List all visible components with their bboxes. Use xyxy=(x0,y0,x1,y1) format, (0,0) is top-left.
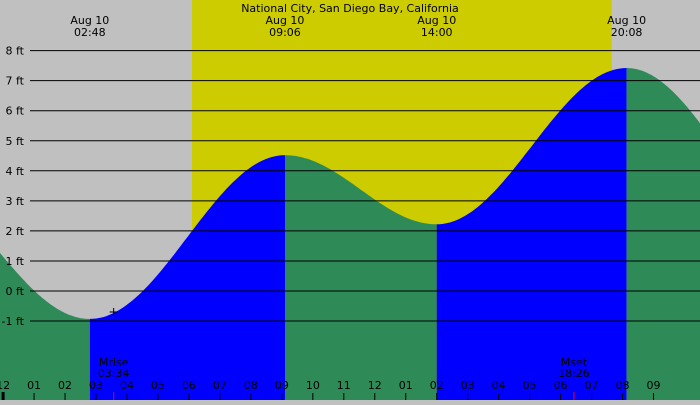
y-tick-label: 7 ft xyxy=(6,75,25,88)
y-tick-label: 1 ft xyxy=(6,255,25,268)
moon-event-label: Mset xyxy=(561,356,588,369)
hour-tick-label: 09 xyxy=(275,379,289,392)
falling-tide-area xyxy=(285,155,437,400)
hour-tick-label: 08 xyxy=(244,379,258,392)
hour-tick-label: 01 xyxy=(399,379,413,392)
moon-event-time: 03:34 xyxy=(98,367,130,380)
moon-event-time: 18:26 xyxy=(558,367,590,380)
hour-tick-label: 02 xyxy=(58,379,72,392)
hour-tick-label: 02 xyxy=(430,379,444,392)
hour-tick-label: 11 xyxy=(337,379,351,392)
hour-tick-label: 12 xyxy=(368,379,382,392)
extreme-date-label: Aug 10 xyxy=(607,14,646,27)
hour-tick-label: 07 xyxy=(213,379,227,392)
rising-tide-area xyxy=(89,155,285,400)
y-tick-label: 4 ft xyxy=(6,165,25,178)
chart-title: National City, San Diego Bay, California xyxy=(241,2,459,15)
extreme-date-label: Aug 10 xyxy=(70,14,109,27)
extreme-time-label: 14:00 xyxy=(421,26,453,39)
hour-tick-label: 09 xyxy=(647,379,661,392)
hour-tick-label: 10 xyxy=(306,379,320,392)
extreme-date-label: Aug 10 xyxy=(417,14,456,27)
extreme-time-label: 09:06 xyxy=(269,26,301,39)
y-tick-label: 3 ft xyxy=(6,195,25,208)
hour-tick-label: 05 xyxy=(151,379,165,392)
y-tick-label: 6 ft xyxy=(6,105,25,118)
moon-event-label: Mrise xyxy=(99,356,129,369)
midnight-marker xyxy=(1,392,5,400)
hour-tick-label: 01 xyxy=(27,379,41,392)
y-tick-label: 5 ft xyxy=(6,135,25,148)
y-tick-label: -1 ft xyxy=(2,315,25,328)
extreme-time-label: 20:08 xyxy=(611,26,643,39)
falling-tide-area xyxy=(626,68,700,400)
hour-tick-label: 04 xyxy=(492,379,506,392)
hour-tick-label: 03 xyxy=(461,379,475,392)
hour-tick-label: 06 xyxy=(182,379,196,392)
hour-tick-label: 03 xyxy=(89,379,103,392)
y-tick-label: 2 ft xyxy=(6,225,25,238)
y-tick-label: 0 ft xyxy=(6,285,25,298)
hour-tick-label: 04 xyxy=(120,379,134,392)
extreme-date-label: Aug 10 xyxy=(265,14,304,27)
extreme-time-label: 02:48 xyxy=(74,26,106,39)
y-tick-label: 8 ft xyxy=(6,45,25,58)
hour-tick-label: 06 xyxy=(554,379,568,392)
falling-tide-area xyxy=(0,253,90,400)
hour-tick-label: 05 xyxy=(523,379,537,392)
hour-tick-label: 07 xyxy=(585,379,599,392)
hour-tick-label: 12 xyxy=(0,379,10,392)
hour-tick-label: 08 xyxy=(616,379,630,392)
rising-tide-area xyxy=(436,68,627,400)
